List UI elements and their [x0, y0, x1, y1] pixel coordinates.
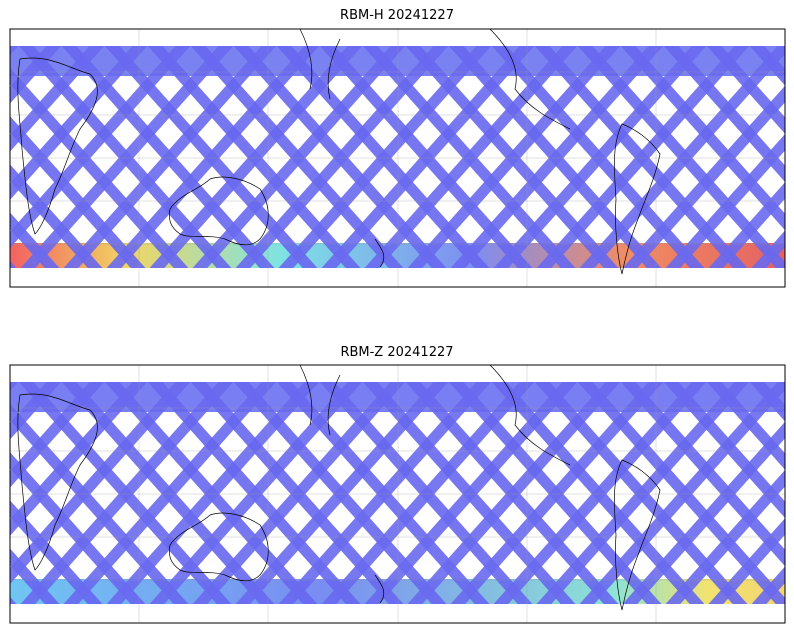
panel-title: RBM-H 20241227 [340, 8, 454, 23]
coastline [17, 57, 98, 235]
map-frame [9, 28, 786, 288]
map-panel [9, 28, 794, 288]
swath [785, 29, 794, 287]
coastline [374, 28, 571, 268]
coastline [614, 123, 661, 275]
map-panel [9, 364, 794, 624]
coastline [614, 459, 661, 611]
coastline [168, 176, 269, 246]
coastline [374, 364, 571, 604]
coastline [299, 28, 341, 100]
coastline [168, 512, 269, 582]
coastline [17, 393, 98, 571]
swath [785, 365, 794, 623]
map-frame [9, 364, 786, 624]
swath [785, 29, 794, 287]
panel-title: RBM-Z 20241227 [340, 345, 453, 360]
swath [785, 365, 794, 623]
coastline [299, 364, 341, 436]
